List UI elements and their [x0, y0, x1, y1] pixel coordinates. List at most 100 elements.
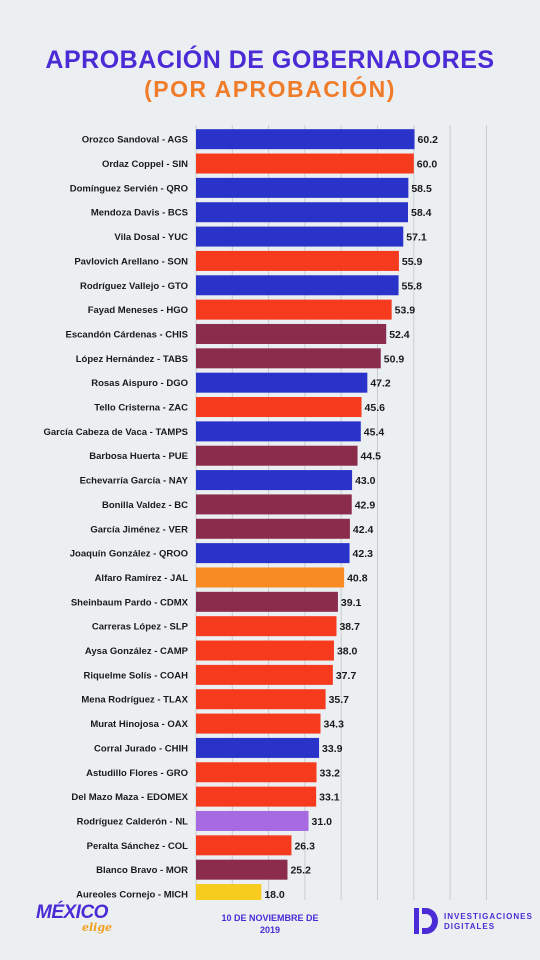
bar [196, 591, 338, 612]
category-label: Escandón Cárdenas - CHIS [66, 329, 188, 340]
bar [196, 445, 358, 466]
category-label: Joaquín González - QROO [70, 549, 188, 560]
value-label: 55.9 [402, 256, 423, 268]
category-label: Rodríguez Vallejo - GTO [80, 281, 188, 292]
date-line-2: 2019 [259, 925, 281, 935]
bar [196, 737, 320, 758]
category-label: Echevarría García - NAY [80, 476, 189, 487]
value-label: 60.0 [417, 159, 438, 171]
bar-chart: Orozco Sandoval - AGS 60.2 Ordaz Coppel - … [44, 125, 487, 900]
value-label: 35.7 [329, 694, 350, 706]
category-label: Aysa González - CAMP [85, 646, 189, 657]
bar [196, 470, 353, 491]
category-label: Corral Jurado - CHIH [94, 743, 188, 754]
category-label: Fayad Meneses - HGO [88, 305, 188, 316]
value-label: 39.1 [341, 597, 362, 609]
category-label: Sheinbaum Pardo - CDMX [71, 597, 189, 608]
bar [196, 859, 288, 880]
value-label: 55.8 [402, 280, 423, 292]
id-logo-icon [414, 908, 438, 934]
bar [196, 884, 262, 900]
logo-mexico-text: MÉXICO [36, 902, 108, 923]
category-label: Carreras López - SLP [92, 622, 189, 633]
category-label: Rodríguez Calderón - NL [77, 816, 189, 827]
bar [196, 153, 414, 174]
value-label: 31.0 [312, 816, 333, 828]
publication-date: 10 DE NOVIEMBRE DE 2019 [200, 912, 340, 936]
value-label: 58.4 [411, 207, 432, 219]
value-label: 33.1 [319, 792, 340, 804]
bar [196, 348, 381, 369]
bar [196, 616, 337, 637]
category-label: Astudillo Flores - GRO [86, 768, 188, 779]
value-label: 25.2 [290, 865, 311, 877]
value-label: 38.7 [339, 621, 360, 633]
bar [196, 713, 321, 734]
value-label: 37.7 [336, 670, 357, 682]
value-label: 42.3 [353, 548, 374, 560]
value-label: 58.5 [411, 183, 432, 195]
bar [196, 640, 334, 661]
bar [196, 299, 392, 320]
value-label: 57.1 [406, 232, 427, 244]
category-label: Peralta Sánchez - COL [87, 841, 189, 852]
bar [196, 786, 317, 807]
category-label: Del Mazo Maza - EDOMEX [71, 792, 188, 803]
category-label: López Hernández - TABS [76, 354, 188, 365]
category-label: Murat Hinojosa - OAX [90, 719, 188, 730]
logo-elige-text: elige [82, 921, 113, 934]
bar [196, 664, 333, 685]
value-label: 44.5 [361, 451, 382, 463]
bar [196, 177, 409, 198]
category-label: Aureoles Cornejo - MICH [76, 890, 188, 900]
value-label: 47.2 [370, 378, 391, 390]
category-label: Blanco Bravo - MOR [96, 865, 188, 876]
value-label: 60.2 [418, 134, 439, 146]
value-label: 50.9 [384, 353, 405, 365]
chart-title: APROBACIÓN DE GOBERNADORES [45, 46, 495, 74]
mexico-elige-logo: MÉXICO elige [36, 902, 112, 934]
bar [196, 835, 292, 856]
value-label: 42.4 [353, 524, 374, 536]
bar [196, 250, 399, 271]
value-label: 52.4 [389, 329, 410, 341]
category-label: Domínguez Servién - QRO [70, 183, 188, 194]
category-label: Vila Dosal - YUC [114, 232, 188, 243]
bar [196, 372, 368, 393]
bar [196, 421, 361, 442]
logo-line-2: DIGITALES [444, 922, 496, 931]
value-label: 40.8 [347, 572, 368, 584]
category-label: Mendoza Davis - BCS [91, 208, 188, 219]
bar [196, 226, 404, 247]
chart-subtitle: (POR APROBACIÓN) [144, 76, 396, 102]
category-label: Tello Cristerna - ZAC [94, 403, 188, 414]
value-label: 34.3 [324, 719, 345, 731]
value-label: 18.0 [264, 889, 285, 900]
category-label: Riquelme Solís - COAH [83, 670, 188, 681]
bar [196, 323, 387, 344]
value-label: 45.6 [365, 402, 386, 414]
category-label: García Jiménez - VER [90, 524, 188, 535]
bar [196, 810, 309, 831]
value-label: 33.2 [320, 767, 341, 779]
bar [196, 762, 317, 783]
value-label: 53.9 [395, 305, 416, 317]
category-label: Pavlovich Arellano - SON [74, 256, 188, 267]
bar [196, 275, 399, 296]
logo-line-1: INVESTIGACIONES [444, 912, 533, 921]
date-line-1: 10 DE NOVIEMBRE DE [221, 913, 319, 923]
value-label: 42.9 [355, 499, 376, 511]
category-label: Mena Rodríguez - TLAX [81, 695, 188, 706]
bar [196, 202, 408, 223]
value-label: 26.3 [294, 840, 315, 852]
category-label: Barbosa Huerta - PUE [89, 451, 188, 462]
bar [196, 518, 350, 539]
category-label: García Cabeza de Vaca - TAMPS [44, 427, 189, 438]
bar [196, 689, 326, 710]
bar [196, 129, 415, 150]
category-label: Ordaz Coppel - SIN [102, 159, 188, 170]
bar [196, 567, 345, 588]
category-label: Orozco Sandoval - AGS [82, 135, 188, 146]
bar [196, 397, 362, 418]
category-label: Alfaro Ramírez - JAL [95, 573, 189, 584]
